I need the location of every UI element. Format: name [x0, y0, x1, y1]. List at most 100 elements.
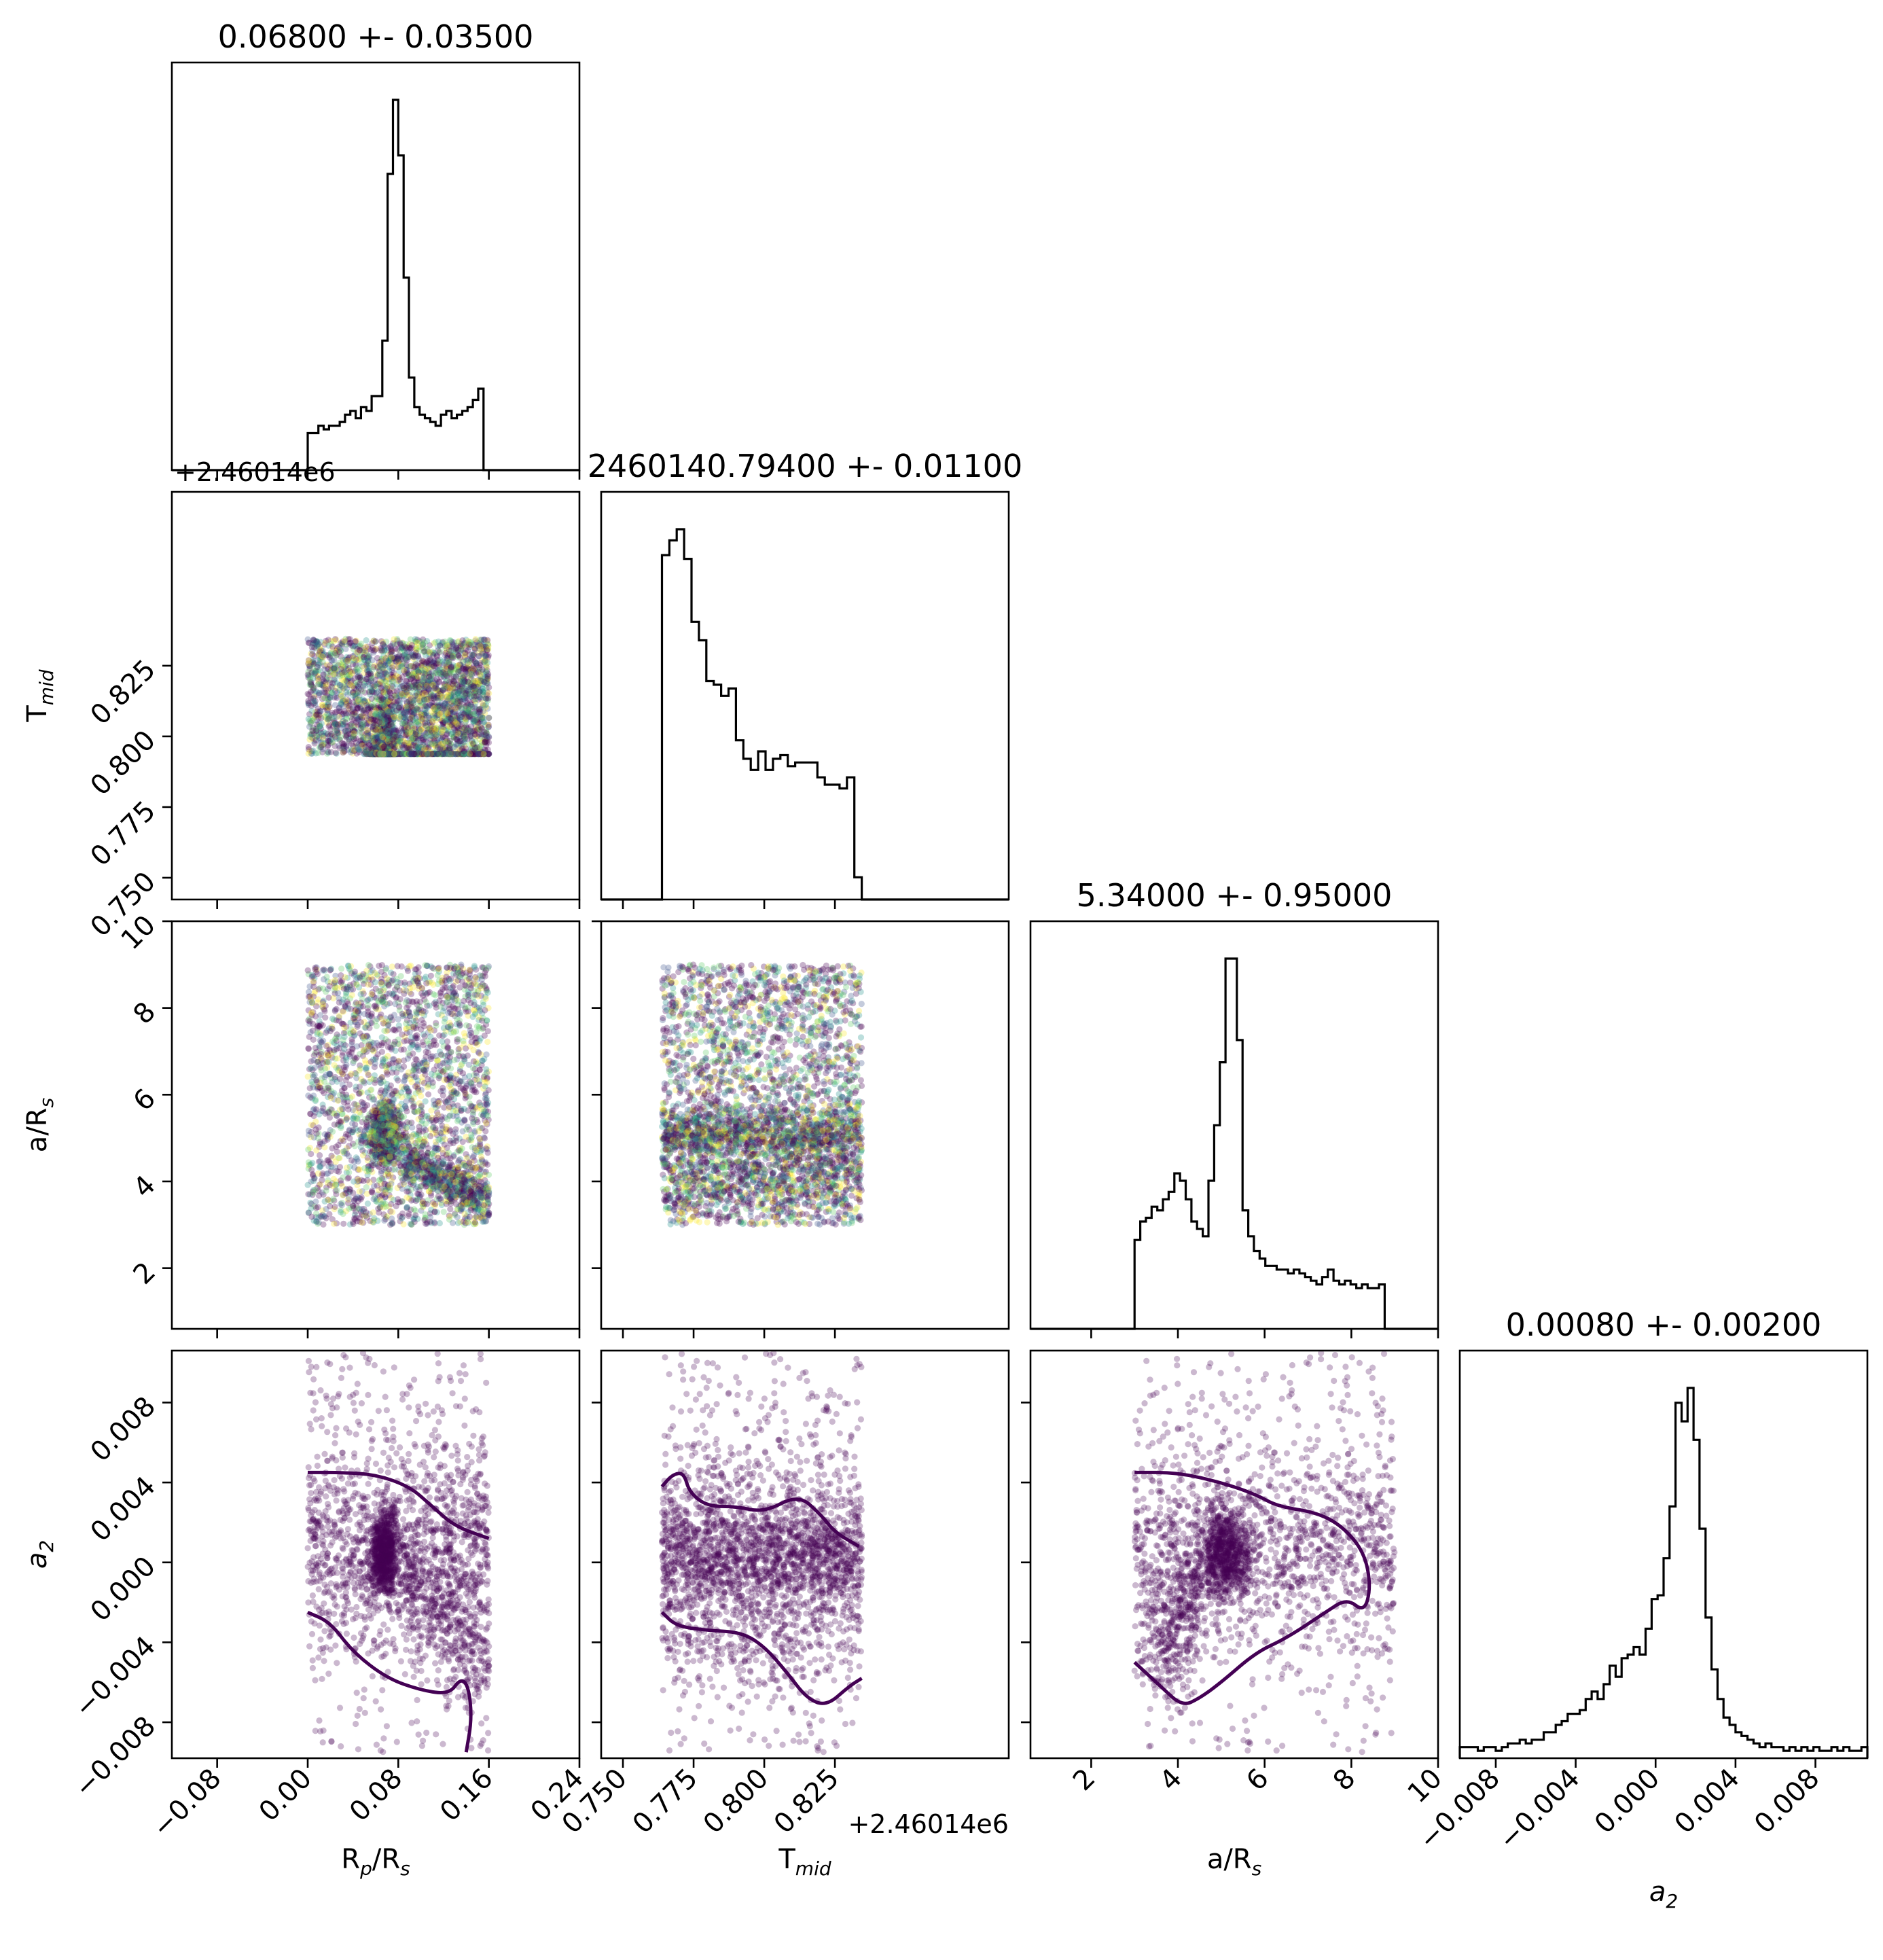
- scatter-point: [421, 648, 428, 655]
- scatter-point: [405, 1050, 412, 1056]
- scatter-point: [376, 751, 383, 758]
- scatter-point: [409, 751, 416, 758]
- scatter-point: [367, 677, 375, 684]
- scatter-point: [396, 737, 404, 745]
- scatter-point: [437, 710, 444, 717]
- scatter-point: [414, 749, 420, 756]
- scatter-point: [478, 725, 486, 732]
- scatter-point: [352, 694, 359, 701]
- scatter-point: [309, 664, 316, 671]
- scatter-point: [480, 751, 487, 758]
- scatter-point: [435, 670, 442, 677]
- scatter-point: [455, 669, 462, 675]
- scatter-point: [465, 689, 472, 696]
- scatter-point: [342, 719, 348, 726]
- scatter-point: [440, 669, 446, 676]
- scatter-point: [473, 660, 480, 666]
- scatter-point: [381, 751, 388, 758]
- scatter-point: [377, 678, 384, 685]
- scatter-point: [375, 751, 382, 758]
- scatter-point: [461, 748, 467, 755]
- scatter-point: [475, 751, 482, 758]
- scatter-point: [444, 665, 450, 673]
- scatter-point: [399, 691, 406, 698]
- scatter-point: [415, 678, 422, 685]
- scatter-point: [343, 697, 350, 704]
- scatter-point: [363, 643, 370, 650]
- scatter-point: [418, 680, 426, 687]
- scatter-point: [478, 742, 485, 749]
- scatter-point: [477, 743, 484, 750]
- scatter-point: [441, 683, 448, 691]
- scatter-point: [380, 745, 387, 751]
- scatter-point: [420, 675, 427, 681]
- scatter-point: [388, 751, 395, 758]
- scatter-point: [329, 643, 336, 650]
- scatter-point: [355, 705, 361, 712]
- scatter-point: [412, 692, 419, 699]
- scatter-point: [319, 730, 325, 737]
- scatter-point: [454, 751, 461, 758]
- scatter-point: [396, 702, 404, 709]
- scatter-point: [456, 738, 463, 745]
- scatter-point: [477, 643, 484, 650]
- scatter-point: [310, 670, 317, 677]
- scatter-point: [402, 650, 409, 657]
- scatter-point: [485, 695, 492, 702]
- scatter-point: [397, 688, 404, 695]
- scatter-point: [348, 716, 356, 723]
- scatter-point: [367, 745, 374, 751]
- scatter-point: [478, 650, 485, 658]
- scatter-point: [412, 652, 419, 659]
- scatter-point: [387, 705, 393, 713]
- scatter-point: [482, 658, 488, 665]
- scatter-point: [424, 665, 431, 672]
- scatter-point: [361, 707, 367, 714]
- scatter-point: [433, 731, 440, 738]
- scatter-point: [384, 728, 392, 734]
- scatter-point: [446, 711, 453, 719]
- scatter-point: [389, 667, 396, 674]
- scatter-point: [317, 723, 323, 730]
- scatter-point: [454, 639, 461, 646]
- scatter-point: [404, 670, 411, 677]
- scatter-point: [351, 707, 357, 713]
- scatter-point: [332, 709, 339, 716]
- scatter-point: [484, 646, 490, 653]
- scatter-point: [470, 683, 478, 690]
- scatter-point: [418, 662, 425, 669]
- scatter-point: [404, 664, 410, 671]
- scatter-point: [363, 726, 371, 733]
- scatter-point: [461, 679, 468, 686]
- scatter-point: [446, 643, 453, 649]
- scatter-point: [377, 751, 384, 758]
- scatter-point: [326, 703, 333, 710]
- scatter-point: [373, 751, 380, 758]
- scatter-point: [443, 671, 450, 677]
- scatter-point: [372, 638, 379, 645]
- scatter-point: [318, 681, 325, 688]
- scatter-point: [438, 729, 445, 736]
- scatter-point: [372, 711, 379, 717]
- scatter-point: [354, 716, 361, 723]
- scatter-point: [457, 751, 464, 758]
- scatter-point: [423, 733, 430, 740]
- scatter-point: [318, 744, 325, 751]
- scatter-point: [429, 717, 436, 724]
- scatter-point: [331, 657, 338, 664]
- scatter-point: [389, 664, 396, 671]
- scatter-point: [370, 751, 376, 758]
- scatter-point: [387, 709, 393, 716]
- scatter-point: [340, 1220, 347, 1227]
- scatter-point: [331, 666, 338, 674]
- scatter-point: [469, 748, 476, 755]
- scatter-point: [389, 741, 395, 747]
- scatter-point: [394, 664, 401, 671]
- scatter-point: [315, 749, 322, 756]
- scatter-point: [469, 671, 476, 678]
- scatter-point: [304, 671, 311, 678]
- scatter-point: [304, 690, 311, 697]
- scatter-point: [314, 643, 321, 649]
- scatter-point: [375, 751, 382, 758]
- scatter-point: [377, 662, 384, 669]
